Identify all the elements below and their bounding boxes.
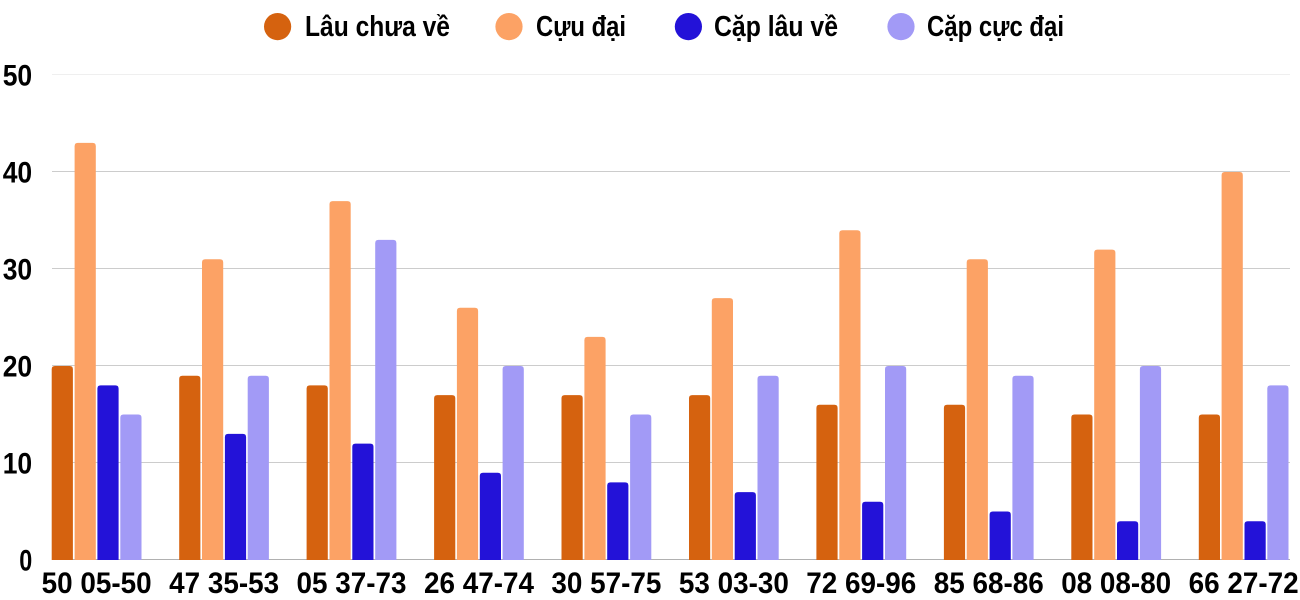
svg-text:10: 10 [3,447,33,480]
svg-text:66 27-72: 66 27-72 [1189,567,1299,600]
svg-text:05 37-73: 05 37-73 [297,567,407,600]
svg-text:08 08-80: 08 08-80 [1061,567,1171,600]
svg-text:Lâu chưa về: Lâu chưa về [305,11,450,43]
svg-text:0: 0 [19,544,32,577]
svg-text:Cặp cực đại: Cặp cực đại [927,11,1064,43]
svg-text:Cựu đại: Cựu đại [536,11,626,43]
svg-text:53 03-30: 53 03-30 [679,567,789,600]
svg-text:50: 50 [3,59,33,92]
svg-text:20: 20 [3,350,33,383]
svg-text:72 69-96: 72 69-96 [806,567,916,600]
svg-text:50 05-50: 50 05-50 [42,567,152,600]
svg-text:26 47-74: 26 47-74 [424,567,535,600]
svg-text:85 68-86: 85 68-86 [934,567,1044,600]
svg-text:40: 40 [3,156,33,189]
svg-text:30: 30 [3,253,33,286]
svg-text:30 57-75: 30 57-75 [551,567,661,600]
svg-text:47 35-53: 47 35-53 [169,567,279,600]
svg-text:Cặp lâu về: Cặp lâu về [714,11,838,43]
